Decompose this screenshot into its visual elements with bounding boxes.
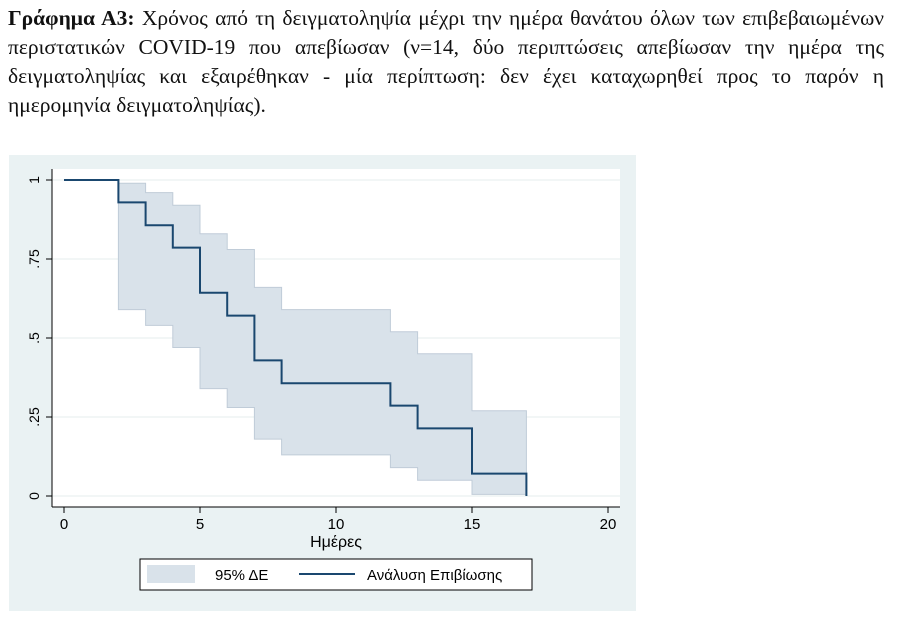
x-tick-label-3: 15 <box>464 516 481 533</box>
figure-caption: Γράφημα Α3: Χρόνος από τη δειγματοληψία … <box>8 4 884 120</box>
x-tick-label-2: 10 <box>328 516 345 533</box>
y-tick-label-1: .25 <box>26 407 42 427</box>
legend: 95% ΔΕ Ανάλυση Επιβίωσης <box>139 558 533 591</box>
x-tick-label-1: 5 <box>196 516 204 533</box>
caption-text: Χρόνος από τη δειγματοληψία μέχρι την ημ… <box>8 6 885 117</box>
x-tick-label-0: 0 <box>60 516 68 533</box>
survival-step-line <box>64 179 528 496</box>
y-tick-label-4: 1 <box>26 176 42 184</box>
x-axis-title: Ημέρες <box>310 534 362 551</box>
survival-chart: 0.25.5.75 1 0 5 10 15 20 Ημέρες 95% ΔΕ Ανάλυση… <box>9 155 636 611</box>
y-tick-label-2: .5 <box>26 332 42 344</box>
y-tick-label-0: 0 <box>26 492 42 500</box>
x-tick-label-4: 20 <box>600 516 617 533</box>
legend-swatch-ci <box>147 565 195 583</box>
survival-line-layer <box>64 179 528 496</box>
legend-label-line: Ανάλυση Επιβίωσης <box>367 567 502 584</box>
caption-lead: Γράφημα Α3: <box>8 6 135 30</box>
legend-label-ci: 95% ΔΕ <box>215 567 268 584</box>
y-tick-label-3: .75 <box>26 249 42 269</box>
